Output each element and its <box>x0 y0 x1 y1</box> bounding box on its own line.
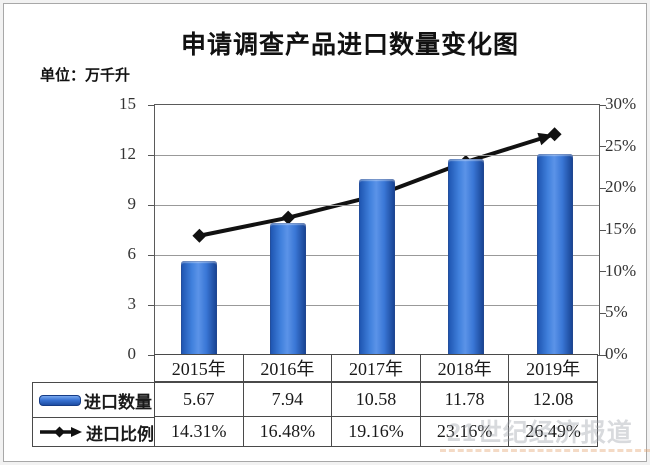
chart-frame: 申请调查产品进口数量变化图 单位：万千升 0 3 6 9 12 15 0% 5% 10% 15%… <box>3 3 650 462</box>
right-axis-tick <box>600 104 606 106</box>
x-axis-label-2017: 2017年 <box>331 355 420 381</box>
left-axis-tick <box>148 354 154 356</box>
right-axis-tick <box>600 354 606 356</box>
data-point-marker-2015年 <box>192 228 207 243</box>
left-axis-tick <box>148 304 154 306</box>
left-axis-tick-label: 3 <box>127 294 137 313</box>
left-axis-tick-label: 0 <box>127 344 137 363</box>
ratio-cell-2015: 14.31% <box>171 421 227 441</box>
quantity-cell-2016: 7.94 <box>242 383 332 416</box>
data-table: 5.67 7.94 10.58 11.78 12.08 14.31% 16.48… <box>154 382 598 447</box>
left-axis-tick <box>148 154 154 156</box>
right-axis-tick <box>600 146 606 148</box>
right-axis-tick <box>600 187 606 189</box>
ratio-cell-2019: 26.49% <box>508 417 597 446</box>
chart-title: 申请调查产品进口数量变化图 <box>180 31 519 59</box>
arrow-head <box>537 132 553 146</box>
gridline <box>155 154 599 156</box>
right-axis-tick-label: 10% <box>605 260 637 280</box>
x-axis-category-row: 2015年 2016年 2017年 2018年 2019年 <box>154 354 598 382</box>
unit-label: 单位：万千升 <box>40 67 131 84</box>
bar-2018年 <box>447 158 484 355</box>
x-axis-label-2015: 2015年 <box>171 359 226 379</box>
bar-2017年 <box>359 178 395 355</box>
right-axis-tick-label: 30% <box>605 94 637 113</box>
legend-row-import-quantity: 进口数量 <box>33 383 154 417</box>
left-axis-tick-label: 9 <box>127 194 137 213</box>
ratio-cell-2016: 16.48% <box>242 417 332 446</box>
left-axis-tick-label: 6 <box>127 244 137 263</box>
legend-column: 进口数量 进口比例 <box>32 382 155 447</box>
ratio-cell-2018: 23.16% <box>419 417 509 446</box>
watermark-underline <box>440 449 650 452</box>
right-axis-tick <box>600 312 606 314</box>
right-axis-tick-label: 25% <box>605 135 637 155</box>
table-row-import-ratio: 14.31% 16.48% 19.16% 23.16% 26.49% <box>155 416 597 446</box>
quantity-cell-2019: 12.08 <box>508 383 597 416</box>
right-axis-tick <box>600 271 606 273</box>
bar-2016年 <box>270 222 307 355</box>
bar-series-swatch-icon <box>39 394 81 406</box>
x-axis-label-2019: 2019年 <box>508 355 597 381</box>
x-axis-label-2018: 2018年 <box>419 355 509 381</box>
left-axis-tick-label: 12 <box>119 144 136 163</box>
bar-series-legend-label: 进口数量 <box>84 392 152 412</box>
quantity-cell-2015: 5.67 <box>183 389 215 409</box>
line-series-legend-label: 进口比例 <box>86 424 154 444</box>
right-axis-tick-label: 5% <box>605 302 628 322</box>
left-axis-labels: 0 3 6 9 12 15 <box>92 94 144 363</box>
ratio-cell-2017: 19.16% <box>331 417 420 446</box>
left-axis-tick <box>148 204 154 206</box>
quantity-cell-2017: 10.58 <box>331 383 420 416</box>
table-row-import-quantity: 5.67 7.94 10.58 11.78 12.08 <box>155 383 597 416</box>
left-axis-tick <box>148 254 154 256</box>
right-axis-tick-label: 20% <box>605 177 637 197</box>
x-axis-label-2016: 2016年 <box>242 355 332 381</box>
right-axis-labels: 0% 5% 10% 15% 20% 25% 30% <box>605 94 650 363</box>
right-axis-tick-label: 15% <box>605 219 637 238</box>
line-series-swatch-icon <box>40 426 82 438</box>
plot-area <box>148 104 606 356</box>
data-point-marker-2016年 <box>281 210 296 225</box>
right-axis-tick-label: 0% <box>605 344 628 363</box>
quantity-cell-2018: 11.78 <box>419 383 509 416</box>
right-axis-tick <box>600 229 606 231</box>
data-point-marker-2019年 <box>547 127 562 142</box>
legend-row-import-ratio: 进口比例 <box>33 417 154 446</box>
left-axis-tick-label: 15 <box>119 94 136 113</box>
left-axis-tick <box>148 104 154 106</box>
bar-2019年 <box>536 153 573 355</box>
bar-2015年 <box>181 260 218 355</box>
